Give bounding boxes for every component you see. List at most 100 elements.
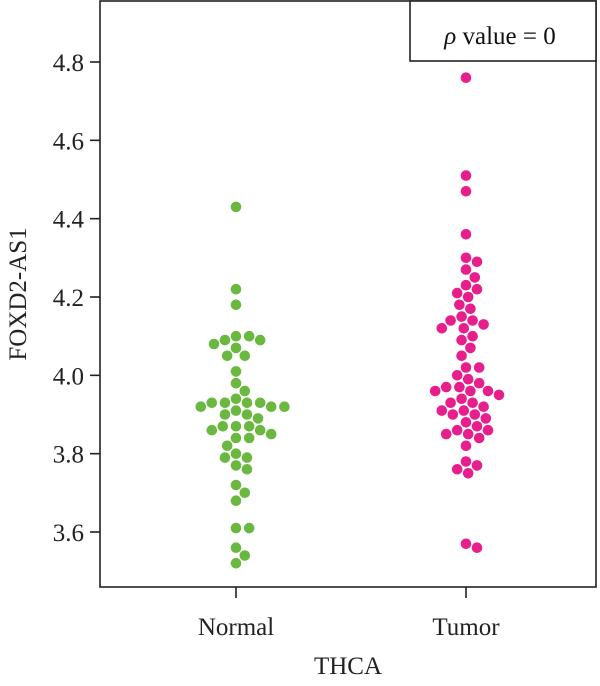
data-point-normal	[230, 522, 242, 534]
data-point-normal	[243, 330, 255, 342]
data-point-tumor	[471, 460, 483, 471]
data-point-normal	[265, 428, 277, 440]
data-point-normal	[230, 393, 242, 405]
data-point-normal	[243, 432, 255, 444]
data-point-tumor	[458, 405, 470, 416]
data-point-normal	[217, 421, 229, 432]
data-point-tumor	[462, 291, 474, 303]
data-point-tumor	[445, 315, 456, 326]
data-point-tumor	[462, 428, 474, 440]
x-axis-title: THCA	[314, 653, 382, 680]
data-point-normal	[254, 424, 266, 436]
data-point-normal	[219, 452, 231, 463]
data-point-tumor	[460, 229, 472, 240]
x-tick-label: Tumor	[432, 614, 500, 641]
y-axis: 3.6 3.8 4.0 4.2 4.4 4.6 4.8	[53, 50, 100, 547]
data-point-tumor	[436, 323, 448, 334]
data-point-normal	[230, 299, 242, 311]
x-axis: Normal Tumor	[198, 587, 500, 641]
data-point-normal	[230, 542, 242, 553]
data-point-normal	[230, 201, 242, 213]
data-point-tumor	[467, 315, 478, 326]
data-point-normal	[230, 558, 242, 569]
data-point-tumor	[460, 279, 472, 291]
data-point-tumor	[454, 381, 465, 393]
data-point-tumor	[469, 272, 481, 283]
data-point-tumor	[462, 468, 474, 479]
annotation-box: ρ value = 0	[409, 0, 597, 62]
data-point-normal	[254, 334, 266, 346]
plot-frame	[99, 0, 597, 588]
data-point-normal	[252, 413, 264, 424]
data-point-normal	[206, 424, 218, 436]
data-point-tumor	[456, 393, 467, 405]
data-point-normal	[230, 330, 242, 342]
data-point-normal	[230, 342, 242, 354]
data-point-normal	[239, 385, 251, 397]
data-point-tumor	[445, 397, 456, 409]
data-point-normal	[230, 377, 242, 389]
data-point-tumor	[460, 186, 472, 197]
data-point-tumor	[460, 264, 472, 275]
data-point-normal	[208, 338, 220, 350]
data-point-normal	[239, 487, 251, 499]
data-point-tumor	[460, 440, 472, 452]
data-point-tumor	[456, 334, 467, 346]
data-point-normal	[243, 421, 255, 432]
data-point-tumor	[482, 385, 494, 397]
data-point-tumor	[462, 373, 474, 385]
data-point-normal	[230, 366, 242, 377]
y-tick-label: 4.6	[53, 128, 84, 155]
data-point-tumor	[429, 385, 441, 397]
data-point-tumor	[460, 456, 472, 467]
data-point-tumor	[465, 342, 476, 354]
data-point-normal	[230, 448, 242, 460]
data-point-normal	[254, 397, 266, 409]
data-point-normal	[241, 464, 253, 475]
data-point-tumor	[451, 464, 463, 475]
data-point-tumor	[454, 299, 465, 311]
data-point-normal	[206, 397, 218, 409]
svg-text:ρ value = 0: ρ value = 0	[443, 23, 556, 50]
x-tick-label: Normal	[198, 614, 274, 641]
data-point-normal	[230, 283, 242, 295]
y-tick-label: 3.8	[53, 442, 84, 469]
data-point-tumor	[478, 319, 489, 330]
data-point-tumor	[460, 362, 472, 373]
annotation-text: value = 0	[456, 23, 556, 50]
data-point-tumor	[493, 389, 505, 401]
data-point-tumor	[451, 424, 463, 436]
data-point-normal	[243, 522, 255, 534]
data-point-tumor	[465, 385, 476, 397]
y-tick-label: 4.0	[53, 363, 84, 390]
data-point-normal	[230, 421, 242, 432]
data-point-tumor	[469, 409, 481, 420]
data-point-tumor	[458, 323, 470, 334]
data-point-normal	[219, 409, 231, 420]
data-point-tumor	[460, 72, 472, 83]
data-point-tumor	[473, 362, 485, 373]
data-point-tumor	[460, 538, 472, 550]
data-point-normal	[241, 452, 253, 463]
data-point-normal	[265, 401, 277, 413]
data-point-tumor	[460, 417, 472, 428]
y-tick-label: 3.6	[53, 520, 84, 547]
data-point-normal	[219, 397, 231, 409]
data-point-normal	[230, 479, 242, 491]
data-point-normal	[219, 334, 231, 346]
data-point-tumor	[456, 350, 467, 362]
data-point-normal	[241, 397, 253, 409]
data-point-tumor	[436, 405, 448, 416]
data-point-normal	[221, 440, 233, 452]
y-tick-label: 4.4	[53, 207, 85, 234]
data-point-tumor	[467, 397, 478, 409]
data-point-tumor	[473, 377, 485, 389]
data-point-tumor	[467, 330, 478, 342]
rho-symbol: ρ	[443, 23, 456, 50]
data-point-normal	[230, 495, 242, 507]
data-point-tumor	[480, 413, 492, 424]
data-point-tumor	[447, 409, 459, 420]
data-point-normal	[195, 401, 207, 413]
data-point-normal	[239, 350, 251, 362]
